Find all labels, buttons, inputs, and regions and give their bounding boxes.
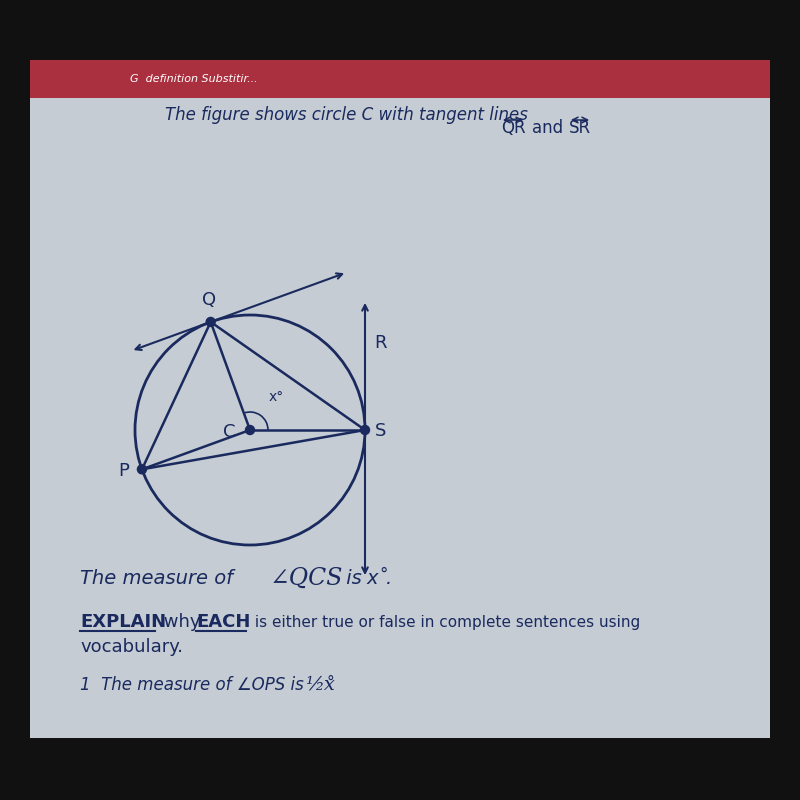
Text: and: and — [532, 119, 563, 137]
Text: ∠QCS: ∠QCS — [270, 566, 343, 590]
Text: P: P — [118, 462, 129, 480]
Text: ½x: ½x — [305, 676, 335, 694]
Text: EACH: EACH — [196, 613, 250, 631]
Circle shape — [138, 465, 146, 474]
Bar — [30, 60, 770, 738]
Text: .: . — [386, 569, 392, 587]
Text: x: x — [367, 569, 378, 587]
Text: C: C — [223, 423, 236, 441]
Text: G  definition Substitir...: G definition Substitir... — [130, 74, 258, 84]
Text: Q: Q — [202, 291, 216, 309]
Text: is either true or false in complete sentences using: is either true or false in complete sent… — [250, 614, 640, 630]
Text: 1  The measure of ∠OPS is: 1 The measure of ∠OPS is — [80, 676, 309, 694]
Circle shape — [246, 426, 254, 434]
Text: R: R — [374, 334, 386, 352]
Circle shape — [361, 426, 370, 434]
Text: °: ° — [379, 566, 387, 584]
Circle shape — [206, 318, 215, 326]
Text: The measure of: The measure of — [80, 569, 239, 587]
Text: S: S — [375, 422, 386, 440]
Text: QR: QR — [501, 119, 526, 137]
Text: why: why — [158, 613, 206, 631]
Text: The figure shows circle C with tangent lines: The figure shows circle C with tangent l… — [165, 106, 528, 124]
Text: EXPLAIN: EXPLAIN — [80, 613, 166, 631]
Text: x°: x° — [268, 390, 283, 405]
Text: vocabulary.: vocabulary. — [80, 638, 183, 656]
Text: is: is — [340, 569, 368, 587]
Bar — [30, 60, 770, 98]
Text: SR: SR — [569, 119, 591, 137]
Text: °: ° — [326, 674, 334, 690]
